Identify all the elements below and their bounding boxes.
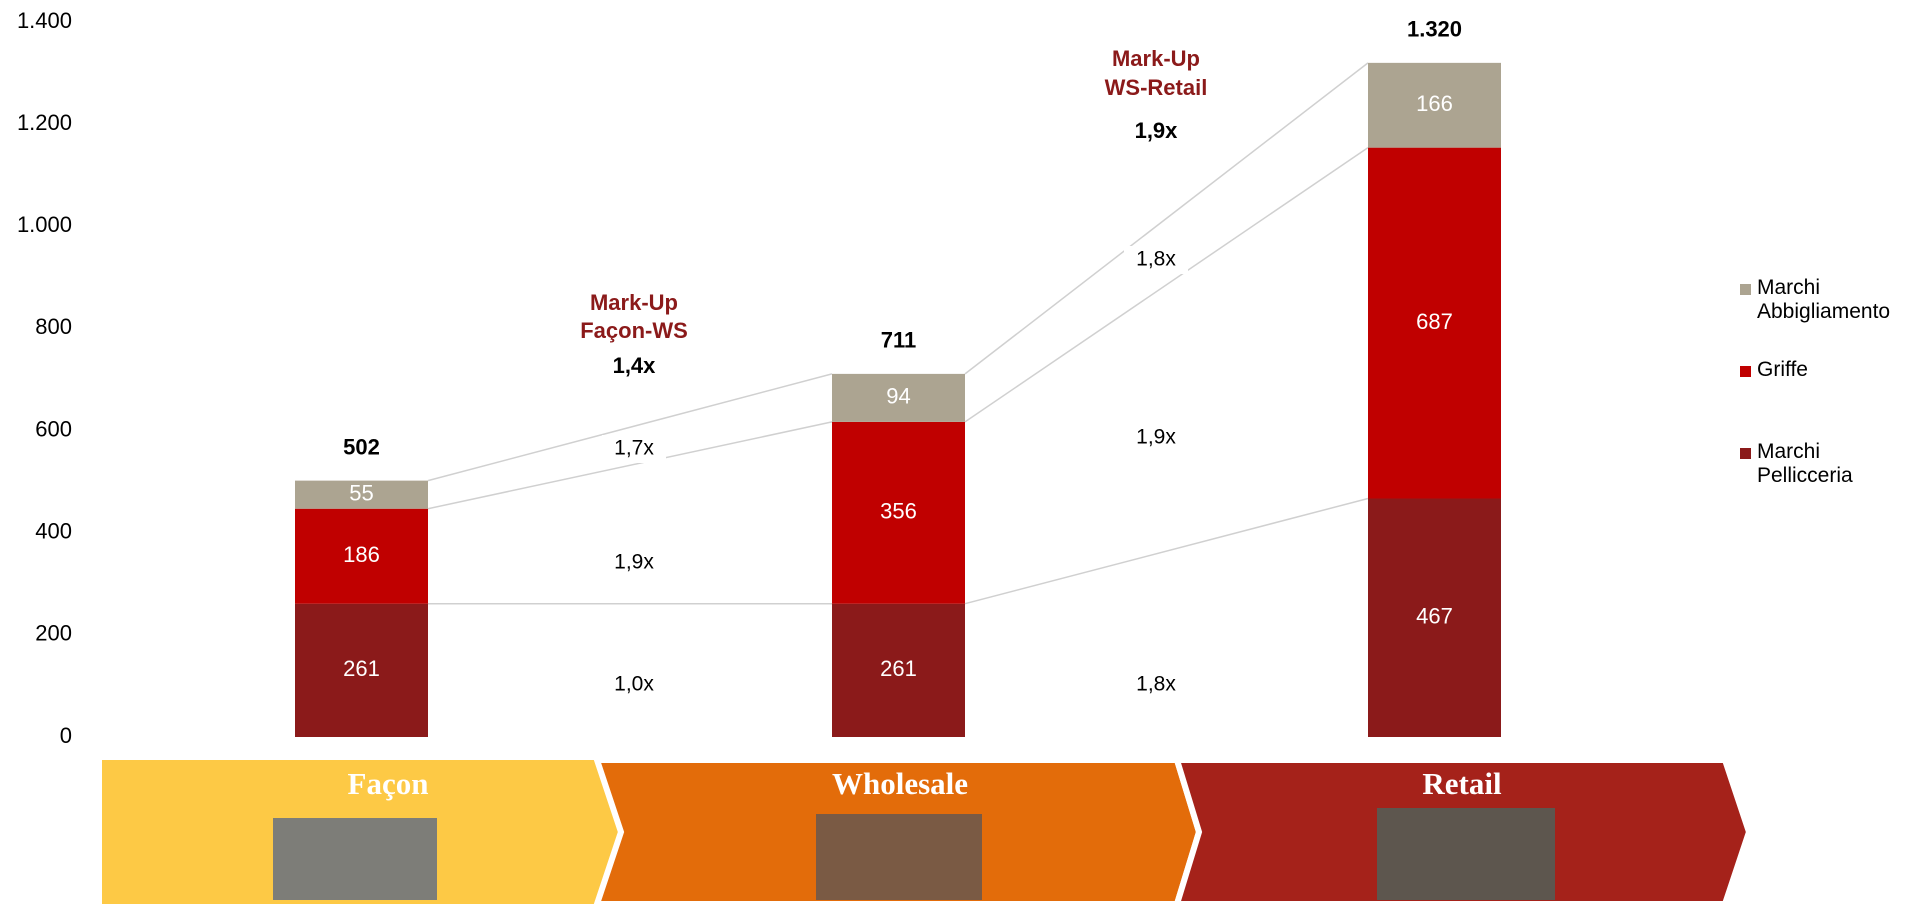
markup-title: Mark-Up: [1112, 46, 1200, 71]
legend-item: Marchi Pellicceria: [1740, 440, 1918, 522]
y-tick-label: 1.200: [17, 110, 72, 135]
y-tick-label: 800: [35, 314, 72, 339]
ratio-bg: [602, 671, 666, 699]
stage-label: Wholesale: [832, 766, 968, 801]
legend: Marchi Abbigliamento Griffe Marchi Pellicc…: [1740, 276, 1918, 522]
legend-label: Griffe: [1757, 358, 1808, 381]
data-label: 166: [1416, 91, 1453, 116]
markup-title: WS-Retail: [1105, 75, 1208, 100]
ratio-bg: [1124, 246, 1188, 274]
photo: [1377, 808, 1555, 900]
data-label: 94: [886, 384, 910, 409]
ratio-label: 1,8x: [1136, 248, 1176, 271]
data-label: 467: [1416, 604, 1453, 629]
legend-swatch: [1740, 284, 1751, 295]
ratio-bg: [602, 549, 666, 577]
bar-segment: [832, 603, 965, 737]
markup-value: 1,9x: [1135, 118, 1179, 143]
bar-segment: [1368, 62, 1501, 148]
y-tick-label: 200: [35, 621, 72, 646]
legend-swatch: [1740, 366, 1751, 377]
ratio-bg: [602, 435, 666, 463]
legend-item: Griffe: [1740, 358, 1918, 440]
legend-label: Marchi Pellicceria: [1757, 440, 1853, 487]
photo: [816, 814, 982, 900]
y-tick-label: 0: [60, 723, 72, 748]
connector: [964, 147, 1369, 423]
markup-title: Mark-Up: [590, 290, 678, 315]
total-label: 1.320: [1407, 17, 1462, 42]
total-label: 711: [881, 328, 917, 353]
data-label: 186: [343, 542, 380, 567]
markup-value: 1,4x: [613, 353, 657, 378]
data-label: 261: [343, 656, 380, 681]
legend-label: Marchi Abbigliamento: [1757, 276, 1891, 323]
ratio-label: 1,9x: [614, 551, 654, 574]
data-label: 261: [880, 656, 917, 681]
data-label: 55: [349, 480, 373, 505]
bar-segment: [832, 373, 965, 422]
connector: [427, 421, 833, 510]
stage-label: Façon: [348, 766, 429, 801]
bar-segment: [1368, 147, 1501, 499]
bar-segment: [295, 480, 428, 509]
legend-swatch: [1740, 448, 1751, 459]
data-label: 687: [1416, 309, 1453, 334]
y-tick-label: 600: [35, 416, 72, 441]
y-tick-label: 1.400: [17, 8, 72, 33]
ratio-label: 1,8x: [1136, 673, 1176, 696]
bar-segment: [1368, 498, 1501, 737]
photo: [273, 818, 437, 900]
ratio-label: 1,0x: [614, 673, 654, 696]
connector: [964, 62, 1369, 375]
legend-item: Marchi Abbigliamento: [1740, 276, 1918, 358]
ratio-bg: [1124, 671, 1188, 699]
bar-segment: [832, 421, 965, 604]
bar-segment: [295, 603, 428, 737]
ratio-label: 1,7x: [614, 437, 654, 460]
ratio-label: 1,9x: [1136, 426, 1176, 449]
data-label: 356: [880, 499, 917, 524]
stage-label: Retail: [1422, 766, 1502, 801]
y-tick-label: 1.000: [17, 212, 72, 237]
total-label: 502: [343, 434, 380, 459]
y-tick-label: 400: [35, 519, 72, 544]
ratio-bg: [1124, 424, 1188, 452]
connector: [964, 497, 1369, 605]
bar-segment: [295, 508, 428, 604]
banners: [102, 757, 1753, 904]
markup-title: Façon-WS: [580, 318, 688, 343]
connector: [427, 373, 833, 482]
